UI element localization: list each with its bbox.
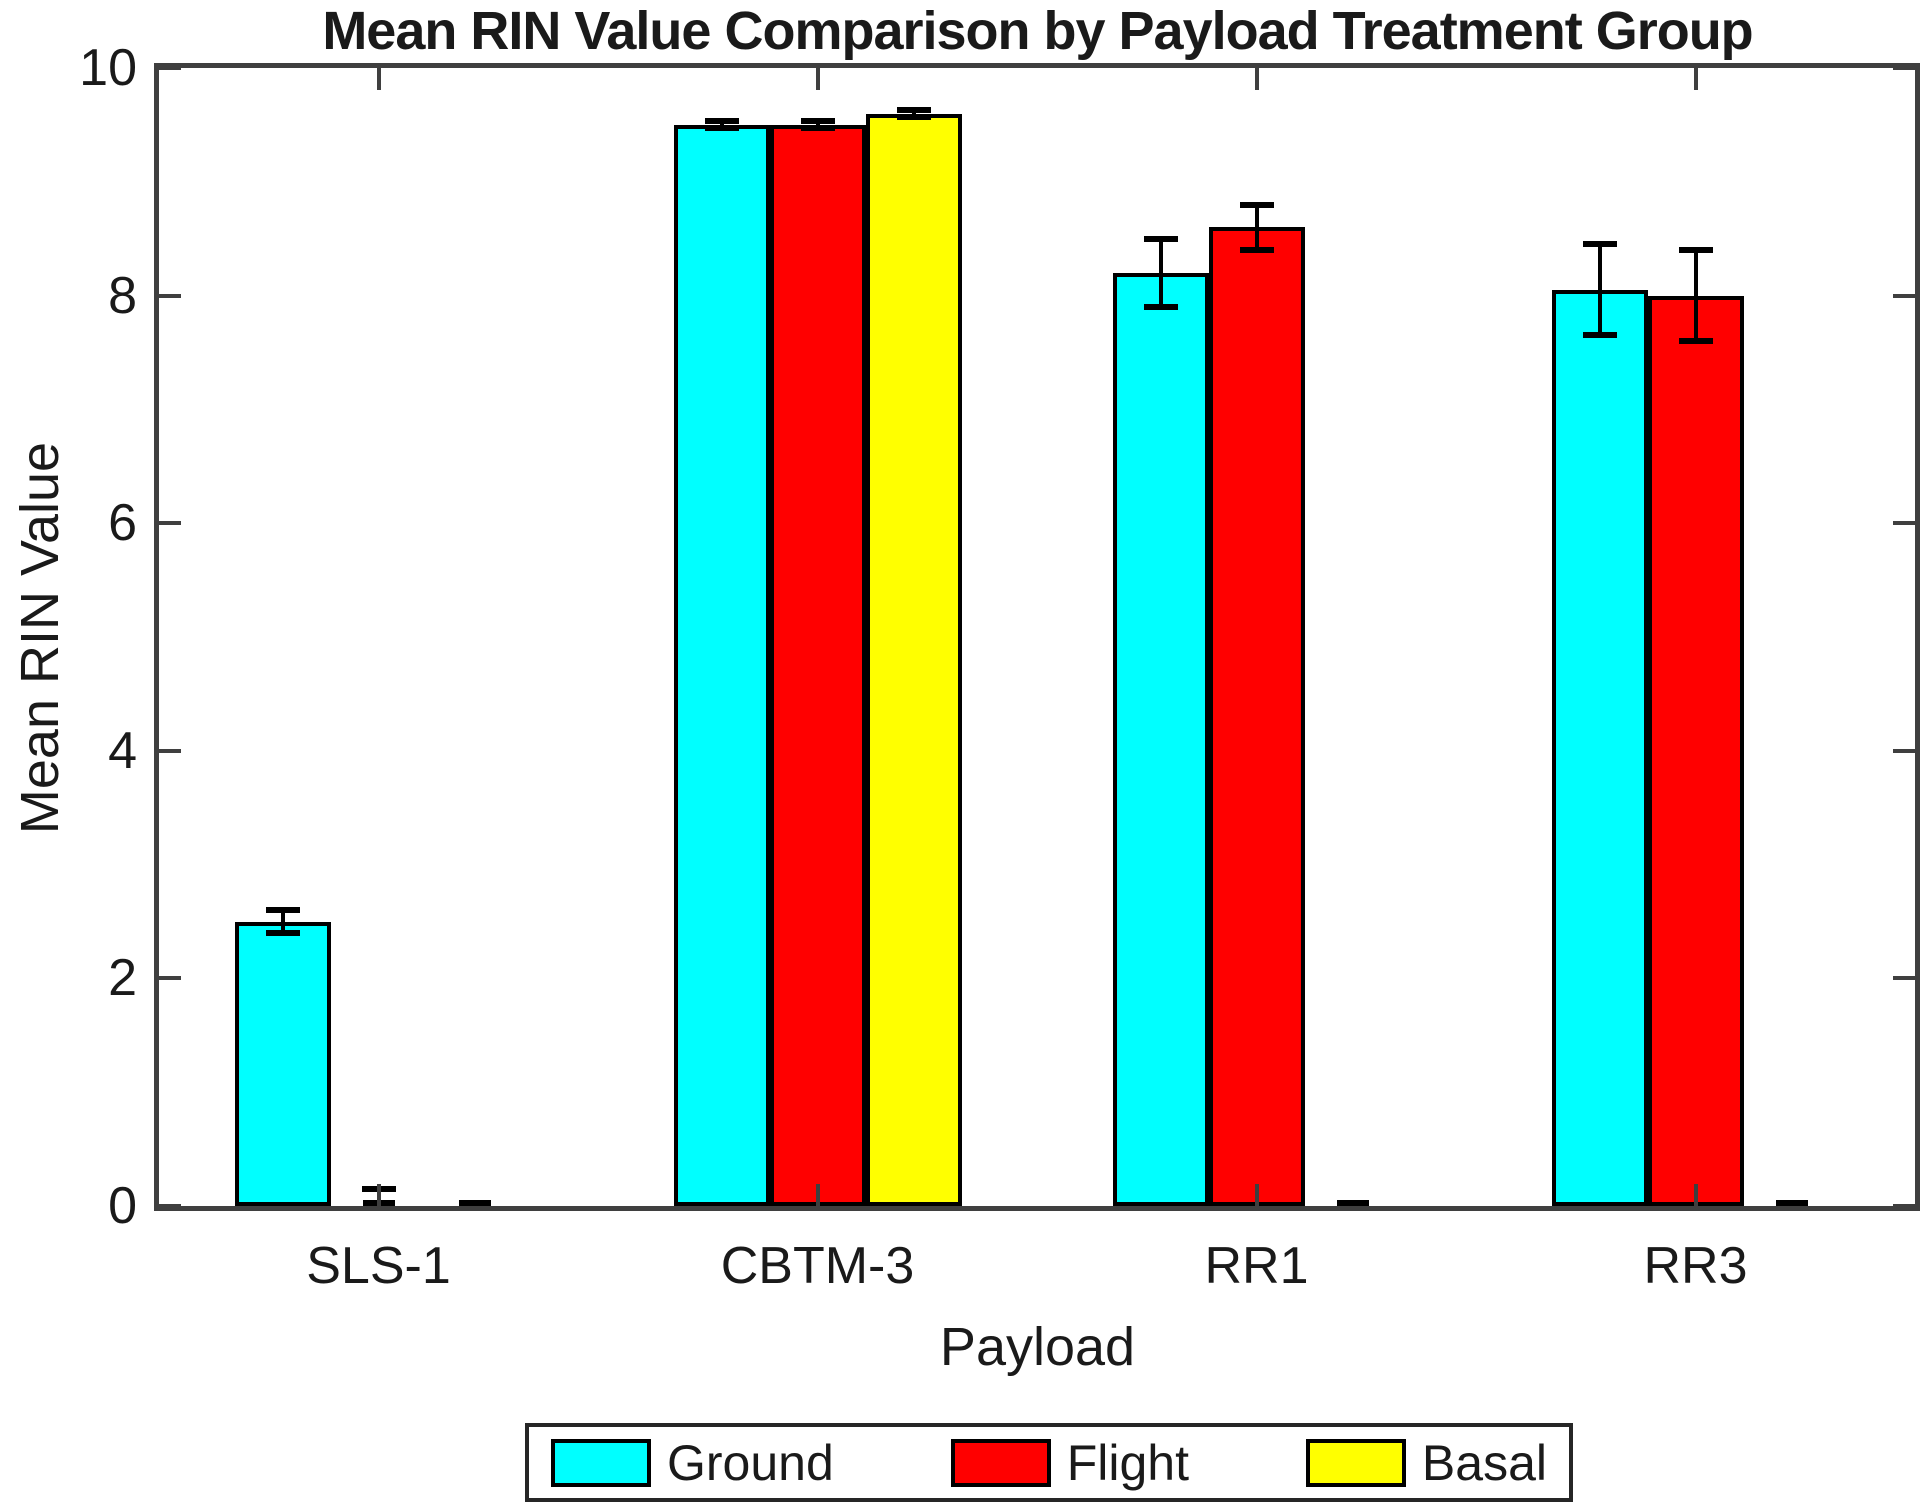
error-whisker bbox=[1597, 244, 1602, 336]
y-tick-right bbox=[1893, 748, 1915, 753]
x-tick-top bbox=[1254, 68, 1259, 90]
y-tick-label: 8 bbox=[108, 266, 137, 325]
error-cap-upper bbox=[704, 118, 739, 125]
error-cap-lower bbox=[1143, 303, 1178, 310]
y-tick-label: 2 bbox=[108, 949, 137, 1008]
legend-label: Ground bbox=[667, 1434, 834, 1491]
error-whisker bbox=[911, 110, 916, 117]
error-whisker bbox=[1254, 204, 1259, 251]
y-tick-left bbox=[159, 521, 181, 526]
error-cap-upper bbox=[265, 907, 300, 914]
bar-ground-sls-1 bbox=[234, 921, 331, 1206]
x-tick-top bbox=[1693, 68, 1698, 90]
y-tick-right bbox=[1893, 1204, 1915, 1208]
bar-basal-cbtm-3 bbox=[865, 113, 962, 1206]
legend-item-flight: Flight bbox=[950, 1434, 1189, 1491]
y-tick-label: 6 bbox=[108, 494, 137, 553]
error-whisker bbox=[1158, 238, 1163, 307]
legend-label: Flight bbox=[1066, 1434, 1189, 1491]
legend-swatch-flight bbox=[950, 1438, 1051, 1487]
error-cap-lower bbox=[1239, 247, 1274, 254]
legend-item-ground: Ground bbox=[551, 1435, 834, 1491]
error-cap-lower bbox=[265, 929, 300, 936]
error-cap-lower bbox=[704, 125, 739, 132]
y-tick-left bbox=[159, 1204, 181, 1208]
legend-item-basal: Basal bbox=[1305, 1434, 1547, 1491]
zero-value-cap bbox=[458, 1200, 491, 1206]
legend-swatch-ground bbox=[551, 1438, 651, 1487]
y-tick-left bbox=[159, 293, 181, 298]
x-tick-label: RR1 bbox=[1204, 1237, 1309, 1295]
legend-swatch-basal bbox=[1305, 1438, 1406, 1487]
error-cap-lower bbox=[800, 125, 835, 132]
error-cap-lower bbox=[1582, 332, 1617, 339]
chart-title: Mean RIN Value Comparison by Payload Tre… bbox=[322, 1, 1753, 61]
zero-value-cap bbox=[1775, 1200, 1808, 1206]
y-tick-label: 4 bbox=[108, 721, 137, 780]
error-cap-upper bbox=[1678, 247, 1713, 254]
y-tick-label: 0 bbox=[108, 1177, 137, 1235]
bar-ground-cbtm-3 bbox=[673, 124, 770, 1206]
plot-area bbox=[154, 63, 1920, 1211]
y-tick-right bbox=[1893, 521, 1915, 526]
x-tick-label: CBTM-3 bbox=[720, 1237, 915, 1295]
bar-ground-rr1 bbox=[1112, 272, 1209, 1206]
y-tick-right bbox=[1893, 976, 1915, 981]
legend-label: Basal bbox=[1421, 1434, 1547, 1491]
y-tick-label: 10 bbox=[79, 39, 137, 97]
x-tick-top bbox=[376, 68, 381, 90]
x-axis-label: Payload bbox=[939, 1317, 1136, 1377]
error-cap-upper bbox=[1239, 201, 1274, 208]
error-whisker bbox=[280, 910, 285, 933]
error-cap-upper bbox=[800, 118, 835, 125]
zero-value-cap bbox=[1336, 1200, 1369, 1206]
error-cap-lower bbox=[1678, 338, 1713, 345]
error-cap-lower bbox=[896, 113, 931, 120]
bar-flight-rr3 bbox=[1647, 295, 1744, 1206]
y-tick-left bbox=[159, 976, 181, 981]
error-cap-upper bbox=[896, 107, 931, 114]
bar-flight-rr1 bbox=[1208, 227, 1305, 1206]
error-whisker bbox=[719, 121, 724, 129]
y-tick-right bbox=[1893, 293, 1915, 298]
error-whisker bbox=[1693, 250, 1698, 342]
y-tick-left bbox=[159, 748, 181, 753]
x-tick-bottom bbox=[1254, 1184, 1259, 1206]
legend: Ground Flight Basal bbox=[525, 1423, 1573, 1502]
x-tick-bottom bbox=[376, 1184, 381, 1206]
x-tick-bottom bbox=[1693, 1184, 1698, 1206]
error-cap-upper bbox=[1582, 241, 1617, 248]
y-tick-right bbox=[1893, 66, 1915, 70]
x-tick-bottom bbox=[815, 1184, 820, 1206]
x-tick-label: RR3 bbox=[1643, 1237, 1748, 1295]
error-whisker bbox=[815, 121, 820, 129]
x-tick-label: SLS-1 bbox=[306, 1237, 451, 1295]
bar-ground-rr3 bbox=[1551, 289, 1648, 1206]
bar-flight-cbtm-3 bbox=[769, 124, 866, 1206]
y-tick-left bbox=[159, 66, 181, 70]
error-cap-upper bbox=[1143, 235, 1178, 242]
x-tick-top bbox=[815, 68, 820, 90]
